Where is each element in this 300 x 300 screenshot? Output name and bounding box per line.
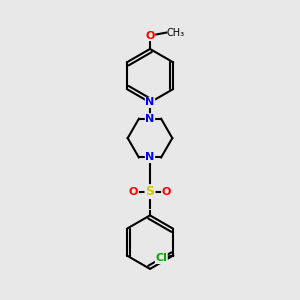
Text: N: N (146, 114, 154, 124)
Text: N: N (146, 152, 154, 162)
Text: N: N (146, 98, 154, 107)
Text: Cl: Cl (155, 254, 167, 263)
Text: O: O (145, 31, 155, 40)
Text: O: O (162, 187, 171, 196)
Text: O: O (129, 187, 138, 196)
Text: S: S (146, 185, 154, 198)
Text: CH₃: CH₃ (166, 28, 184, 38)
